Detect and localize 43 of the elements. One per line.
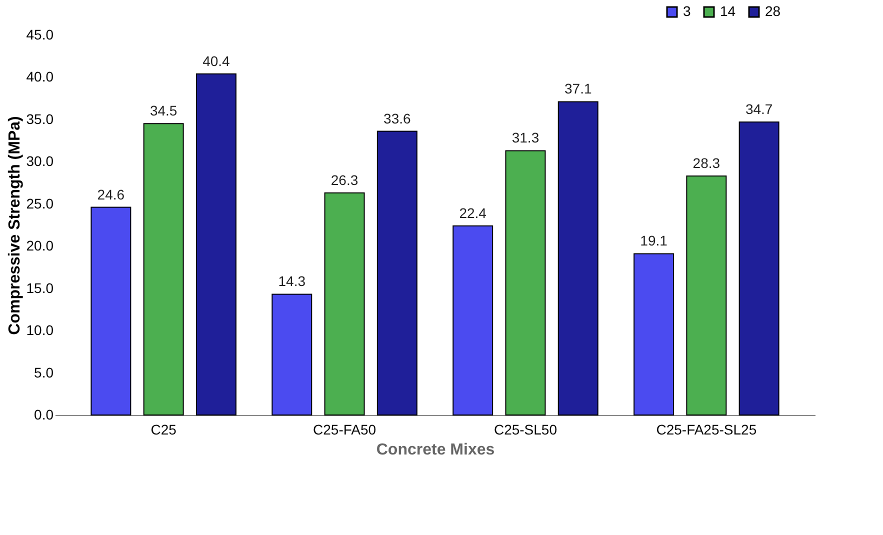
data-label: 34.5 <box>150 102 178 119</box>
y-tick-label: 15.0 <box>26 280 54 296</box>
data-label: 34.7 <box>745 100 773 117</box>
data-label: 22.4 <box>459 204 487 221</box>
bar <box>272 294 312 416</box>
y-tick-label: 20.0 <box>26 238 54 254</box>
bar <box>90 206 132 416</box>
bar <box>558 101 598 416</box>
bar <box>376 130 418 416</box>
x-tick-label: C25-FA50 <box>313 422 376 438</box>
bar <box>143 123 184 416</box>
y-tick-label: 40.0 <box>26 68 54 85</box>
data-label: 19.1 <box>640 232 668 249</box>
bar <box>452 225 494 416</box>
data-label: 14.3 <box>278 273 306 290</box>
bar <box>634 253 674 416</box>
y-tick-label: 30.0 <box>26 153 54 170</box>
y-tick-label: 35.0 <box>26 110 54 127</box>
x-tick-label: C25-FA25-SL25 <box>656 422 757 438</box>
legend-label: 3 <box>683 3 691 19</box>
data-label: 33.6 <box>384 110 411 126</box>
legend-label: 14 <box>720 3 736 19</box>
data-label: 40.4 <box>202 52 230 69</box>
y-axis-title: Compressive Strength (MPa) <box>6 116 24 335</box>
legend-label: 28 <box>765 3 781 19</box>
data-label: 24.6 <box>97 186 125 202</box>
bar <box>505 150 546 416</box>
data-label: 31.3 <box>512 130 540 146</box>
data-label: 37.1 <box>564 80 592 97</box>
y-tick-label: 25.0 <box>26 195 54 212</box>
y-tick-label: 10.0 <box>26 322 54 338</box>
bar <box>196 73 236 416</box>
y-tick-label: 0.0 <box>34 406 54 422</box>
bar <box>738 121 780 416</box>
x-tick-label: C25-SL50 <box>494 422 558 438</box>
x-axis-title: Concrete Mixes <box>376 442 495 458</box>
bar <box>686 176 727 416</box>
data-label: 28.3 <box>692 155 720 172</box>
x-tick-label: C25 <box>150 422 177 438</box>
data-label: 26.3 <box>330 172 358 188</box>
bar <box>324 192 365 416</box>
y-tick-label: 45.0 <box>26 26 54 42</box>
y-tick-label: 5.0 <box>34 364 54 380</box>
